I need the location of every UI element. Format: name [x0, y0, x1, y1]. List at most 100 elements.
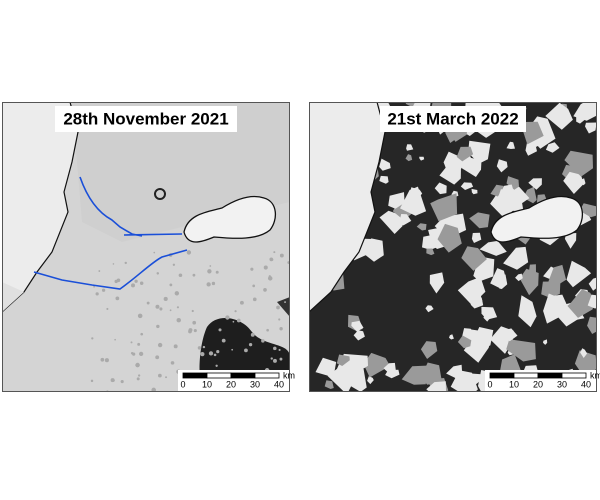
texture	[91, 337, 94, 340]
ice-floe	[582, 106, 592, 117]
texture	[170, 361, 175, 365]
texture	[151, 387, 157, 392]
title-box	[380, 106, 526, 132]
ice-floe	[341, 374, 353, 384]
texture	[114, 338, 116, 341]
ice-floe	[543, 339, 548, 345]
ice-floe	[425, 305, 434, 313]
ice-shelf-lower	[2, 282, 24, 312]
ice-floe	[461, 246, 487, 271]
texture	[134, 279, 138, 283]
texture	[225, 315, 230, 320]
ice-floe	[564, 150, 593, 177]
scale-unit: km	[590, 370, 600, 380]
ice-floe	[426, 381, 446, 392]
ice-floe	[474, 327, 494, 351]
ice-floe	[471, 188, 478, 195]
texture	[169, 309, 172, 312]
texture	[276, 305, 280, 310]
texture	[252, 297, 257, 302]
texture	[234, 310, 237, 313]
ice-floe	[496, 159, 508, 173]
ice-floe	[563, 171, 584, 194]
texture	[200, 351, 205, 357]
texture	[155, 304, 160, 309]
ice-floe	[519, 268, 539, 296]
ice-floe	[437, 223, 462, 253]
texture	[135, 362, 140, 368]
texture	[239, 300, 244, 305]
ice-floe	[496, 189, 524, 212]
texture	[156, 272, 160, 275]
texture	[137, 374, 141, 377]
ice-floe	[446, 364, 463, 379]
texture	[114, 279, 118, 284]
ice-floe	[548, 264, 567, 286]
texture	[252, 284, 256, 288]
texture	[173, 344, 178, 349]
panel-border	[309, 102, 597, 392]
texture	[172, 263, 176, 266]
texture	[273, 346, 277, 351]
ice-floe	[416, 223, 427, 231]
ice-rise	[154, 188, 166, 200]
ice-floe	[506, 141, 515, 149]
ice-floe	[434, 182, 447, 195]
texture	[279, 253, 284, 258]
texture	[140, 332, 144, 336]
ice-floe	[573, 294, 588, 309]
texture	[98, 270, 101, 272]
scale-segment	[254, 372, 280, 379]
texture	[207, 269, 212, 274]
scale-unit: km	[283, 370, 295, 380]
texture	[267, 276, 273, 281]
texture	[266, 328, 269, 332]
ice-floe	[419, 156, 425, 161]
ice-floe	[352, 378, 366, 391]
scale-tick: 0	[487, 379, 492, 389]
ice-floe	[506, 339, 536, 362]
texture	[278, 318, 281, 321]
ice-floe	[351, 320, 364, 332]
texture	[153, 251, 156, 254]
texture	[264, 266, 267, 270]
ice-floe	[460, 182, 474, 190]
ice-floe	[363, 352, 391, 378]
ice-floe	[518, 295, 537, 328]
texture	[155, 355, 160, 360]
texture	[206, 282, 211, 287]
ice-floe	[469, 212, 490, 229]
ice-floe	[353, 330, 365, 341]
scale-tick: 40	[581, 379, 591, 389]
texture	[236, 318, 241, 323]
satellite-image	[309, 102, 597, 392]
texture	[213, 353, 217, 357]
scale-tick: 0	[180, 379, 185, 389]
ice-floe	[587, 316, 597, 334]
texture	[269, 257, 274, 262]
texture	[216, 350, 220, 354]
ice-floe	[490, 268, 508, 290]
scale-segment	[182, 372, 208, 379]
texture	[158, 373, 162, 378]
texture	[100, 357, 105, 362]
ice-floe	[379, 158, 391, 171]
ice-floe	[551, 294, 567, 309]
ice-floe	[383, 362, 396, 373]
texture	[263, 288, 267, 292]
scale-tick: 10	[202, 379, 212, 389]
texture	[174, 291, 180, 296]
texture	[278, 348, 281, 352]
texture	[90, 379, 94, 383]
panel-title: 21st March 2022	[387, 109, 518, 128]
texture	[192, 273, 196, 277]
texture	[139, 351, 144, 356]
rift	[123, 233, 183, 236]
texture	[139, 281, 144, 285]
ice-floe	[336, 354, 350, 366]
texture	[232, 320, 235, 323]
ice-floe	[379, 175, 389, 184]
scale-segment	[206, 372, 232, 379]
